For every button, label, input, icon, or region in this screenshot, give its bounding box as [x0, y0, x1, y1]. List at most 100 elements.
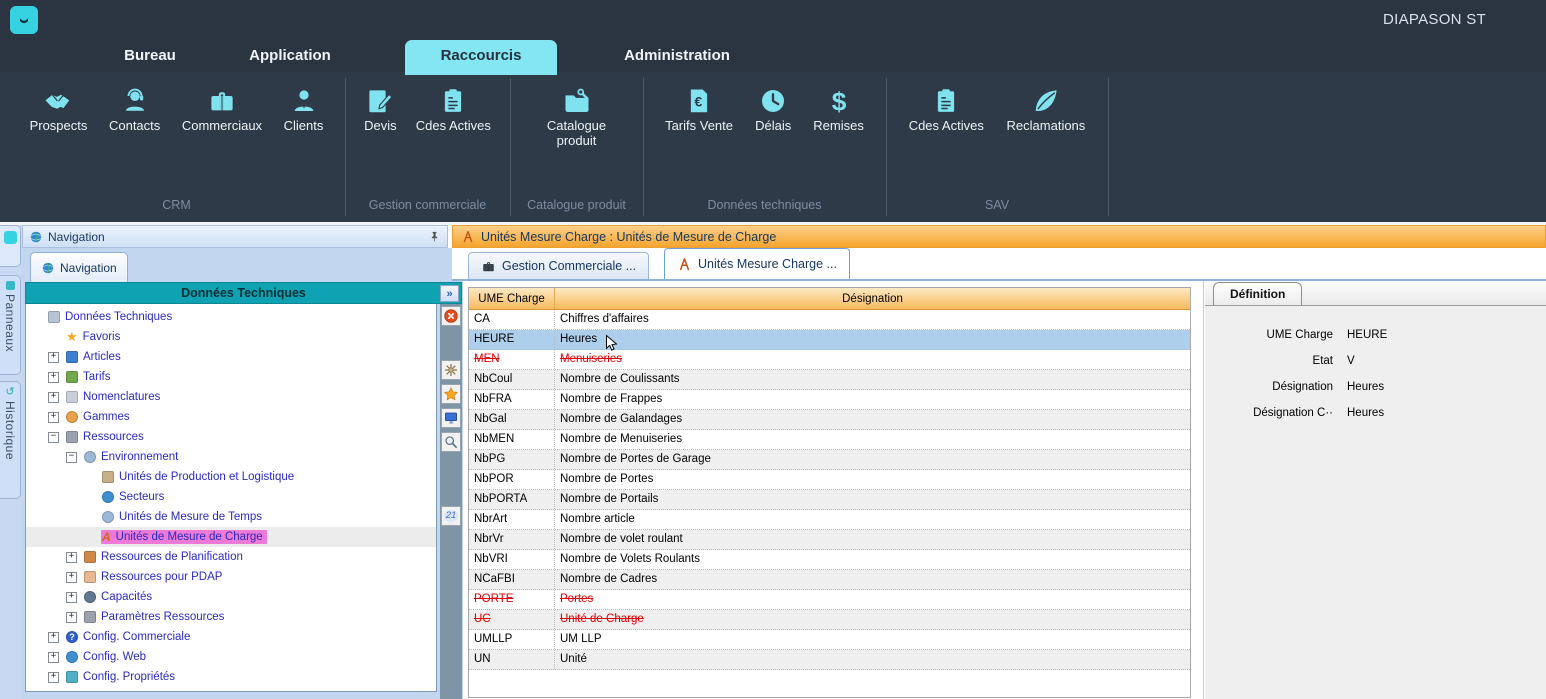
tree-item-ressources[interactable]: −Ressources: [26, 427, 436, 447]
expand-icon[interactable]: +: [66, 552, 77, 563]
tree-item-parametres-ressources[interactable]: +Paramètres Ressources: [26, 607, 436, 627]
tree-item-articles[interactable]: + Articles: [26, 347, 436, 367]
expand-icon[interactable]: +: [66, 572, 77, 583]
dock-tab-panneaux[interactable]: Panneaux: [0, 275, 21, 375]
table-row-ca[interactable]: CAChiffres d'affaires: [469, 310, 1190, 330]
table-row-ncafbi[interactable]: NCaFBINombre de Cadres: [469, 570, 1190, 590]
table-row-porte[interactable]: PORTEPortes: [469, 590, 1190, 610]
expand-icon[interactable]: +: [48, 392, 59, 403]
table-row-umllp[interactable]: UMLLPUM LLP: [469, 630, 1190, 650]
gear-button[interactable]: [441, 360, 461, 380]
tree-item-ressources-de-planification[interactable]: + Ressources de Planification: [26, 547, 436, 567]
calendar-button[interactable]: 21: [441, 506, 461, 526]
tree-item-ressources-pour-pdap[interactable]: +Ressources pour PDAP: [26, 567, 436, 587]
table-row-nbpg[interactable]: NbPGNombre de Portes de Garage: [469, 450, 1190, 470]
ribbon-tab-application[interactable]: Application: [228, 40, 352, 72]
tree-item-label: Articles: [83, 351, 121, 363]
cell-code: NbMEN: [469, 430, 555, 449]
tab-definition[interactable]: Définition: [1213, 282, 1302, 305]
ribbon-button-contacts[interactable]: Contacts: [109, 86, 160, 134]
tree-item-nomenclatures[interactable]: + Nomenclatures: [26, 387, 436, 407]
tree-item-label: Nomenclatures: [83, 391, 160, 403]
cell-code: NbPORTA: [469, 490, 555, 509]
cell-code: NbFRA: [469, 390, 555, 409]
tree-item-gammes[interactable]: +Gammes: [26, 407, 436, 427]
ribbon-tab-bureau[interactable]: Bureau: [95, 40, 205, 72]
pin-icon[interactable]: [428, 230, 441, 243]
column-header-ume-charge[interactable]: UME Charge: [469, 288, 555, 309]
tree-item-donnees-techniques[interactable]: Données Techniques: [26, 307, 436, 327]
ribbon-button-remises[interactable]: $Remises: [813, 86, 864, 134]
table-row-nbgal[interactable]: NbGalNombre de Galandages: [469, 410, 1190, 430]
table-row-nbpor[interactable]: NbPORNombre de Portes: [469, 470, 1190, 490]
close-button[interactable]: [441, 306, 461, 326]
collapse-icon[interactable]: −: [48, 432, 59, 443]
ribbon-button-catalogue-produit[interactable]: Catalogue produit: [531, 86, 623, 149]
ribbon-button-clients[interactable]: Clients: [284, 86, 324, 134]
ribbon-button-delais[interactable]: Délais: [755, 86, 791, 134]
dock-logo-tab[interactable]: [0, 225, 21, 267]
tree-item-unites-de-mesure-de-temps[interactable]: Unités de Mesure de Temps: [26, 507, 436, 527]
tree-item-config-commerciale[interactable]: +?Config. Commerciale: [26, 627, 436, 647]
expand-all-button[interactable]: »: [440, 285, 459, 302]
document-tab-unites-mesure-charge[interactable]: Unités Mesure Charge ...: [664, 248, 850, 279]
dock-tab-label: Panneaux: [3, 294, 17, 352]
table-row-nbporta[interactable]: NbPORTANombre de Portails: [469, 490, 1190, 510]
ribbon-tab-raccourcis[interactable]: Raccourcis: [405, 40, 557, 75]
expand-icon[interactable]: +: [48, 372, 59, 383]
tree-item-label: Unités de Mesure de Temps: [119, 511, 262, 523]
expand-icon[interactable]: +: [66, 592, 77, 603]
app-logo-icon[interactable]: [10, 6, 38, 34]
tree-item-config-proprietes[interactable]: +Config. Propriétés: [26, 667, 436, 687]
tree-item-tarifs[interactable]: +Tarifs: [26, 367, 436, 387]
document-tab-gestion-commerciale[interactable]: Gestion Commerciale ...: [468, 252, 649, 279]
favorites-star-button[interactable]: [441, 384, 461, 404]
expand-icon[interactable]: +: [66, 612, 77, 623]
table-row-nbvri[interactable]: NbVRINombre de Volets Roulants: [469, 550, 1190, 570]
tree-item-favoris[interactable]: ★Favoris: [26, 327, 436, 347]
tree-item-environnement[interactable]: −Environnement: [26, 447, 436, 467]
table-row-nbmen[interactable]: NbMENNombre de Menuiseries: [469, 430, 1190, 450]
collapse-icon[interactable]: −: [66, 452, 77, 463]
field-value: V: [1347, 355, 1355, 367]
question-icon: ?: [66, 631, 78, 643]
expand-icon[interactable]: +: [48, 632, 59, 643]
ribbon-button-cdes-actives[interactable]: Cdes Actives: [416, 86, 491, 134]
tree-item-secteurs[interactable]: Secteurs: [26, 487, 436, 507]
ribbon-button-commerciaux[interactable]: Commerciaux: [182, 86, 262, 134]
handshake-icon: [43, 86, 73, 116]
ribbon-button-label: Prospects: [30, 119, 88, 134]
ribbon-tab-administration[interactable]: Administration: [598, 40, 756, 72]
ribbon-button-cdes-actives[interactable]: Cdes Actives: [909, 86, 984, 134]
dock-tab-historique[interactable]: ↺ Historique: [0, 381, 21, 499]
column-header-designation[interactable]: Désignation: [555, 288, 1190, 309]
table-row-nbrart[interactable]: NbrArtNombre article: [469, 510, 1190, 530]
ribbon-button-reclamations[interactable]: Reclamations: [1007, 86, 1086, 134]
tree-item-unites-de-mesure-de-charge[interactable]: AUnités de Mesure de Charge: [26, 527, 436, 547]
table-row-men[interactable]: MENMenuiseries: [469, 350, 1190, 370]
table-row-heure[interactable]: HEUREHeures: [469, 330, 1190, 350]
search-button[interactable]: [441, 432, 461, 452]
tree-item-unites-de-production-et-logistique[interactable]: Unités de Production et Logistique: [26, 467, 436, 487]
people-icon: [84, 551, 96, 563]
tree-item-config-web[interactable]: +Config. Web: [26, 647, 436, 667]
tab-navigation[interactable]: Navigation: [30, 252, 128, 282]
globe-icon: [29, 230, 43, 244]
table-row-nbcoul[interactable]: NbCoulNombre de Coulissants: [469, 370, 1190, 390]
tree-item-label: Ressources de Planification: [101, 551, 243, 563]
monitor-button[interactable]: [441, 408, 461, 428]
ribbon-button-tarifs-vente[interactable]: €Tarifs Vente: [665, 86, 733, 134]
tree-item-capacites[interactable]: +Capacités: [26, 587, 436, 607]
expand-icon[interactable]: +: [48, 412, 59, 423]
expand-icon[interactable]: +: [48, 352, 59, 363]
definition-panel: Définition UME ChargeHEUREEtatVDésignati…: [1205, 281, 1546, 699]
table-row-nbrvr[interactable]: NbrVrNombre de volet roulant: [469, 530, 1190, 550]
table-row-nbfra[interactable]: NbFRANombre de Frappes: [469, 390, 1190, 410]
expand-icon[interactable]: +: [48, 672, 59, 683]
ribbon-button-devis[interactable]: Devis: [364, 86, 397, 134]
ribbon-button-prospects[interactable]: Prospects: [30, 86, 88, 134]
table-row-uc[interactable]: UCUnité de Charge: [469, 610, 1190, 630]
clipboard-icon: [931, 86, 961, 116]
expand-icon[interactable]: +: [48, 652, 59, 663]
table-row-un[interactable]: UNUnité: [469, 650, 1190, 670]
